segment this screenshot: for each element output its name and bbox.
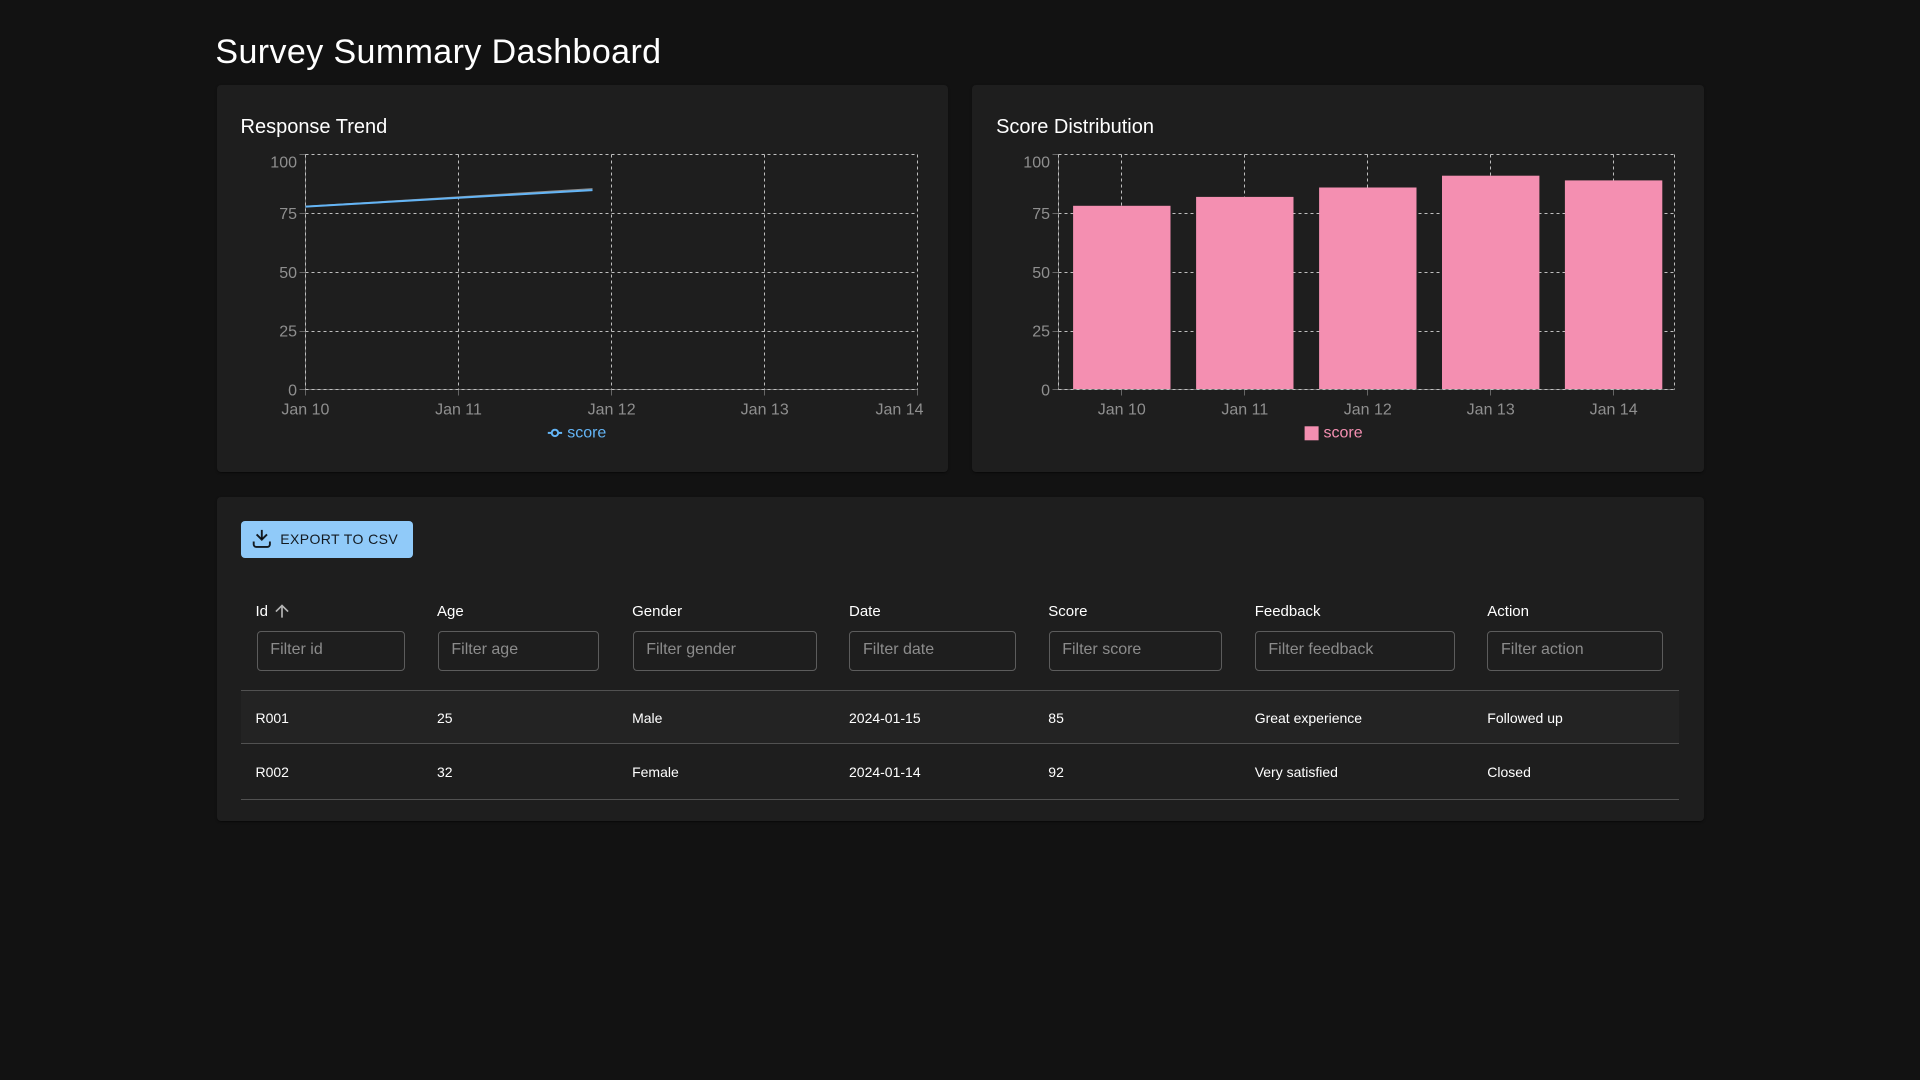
svg-text:0: 0 (288, 383, 297, 400)
svg-text:Jan 14: Jan 14 (875, 401, 923, 418)
svg-text:Jan 10: Jan 10 (281, 401, 329, 418)
svg-text:50: 50 (279, 265, 297, 282)
svg-text:100: 100 (1023, 154, 1050, 171)
svg-text:score: score (567, 424, 606, 441)
svg-text:Jan 12: Jan 12 (588, 401, 636, 418)
svg-text:Jan 13: Jan 13 (741, 401, 789, 418)
svg-text:Jan 10: Jan 10 (1098, 401, 1146, 418)
svg-text:Jan 13: Jan 13 (1467, 401, 1515, 418)
svg-text:Jan 11: Jan 11 (435, 401, 482, 418)
svg-text:75: 75 (279, 206, 297, 223)
svg-text:75: 75 (1032, 206, 1050, 223)
svg-text:Jan 12: Jan 12 (1344, 401, 1392, 418)
svg-text:score: score (1324, 424, 1363, 441)
svg-text:50: 50 (1032, 265, 1050, 282)
svg-text:Jan 11: Jan 11 (1221, 401, 1268, 418)
svg-text:25: 25 (1032, 324, 1050, 341)
svg-text:25: 25 (279, 324, 297, 341)
svg-text:0: 0 (1041, 383, 1050, 400)
svg-text:100: 100 (270, 154, 297, 171)
svg-text:Jan 14: Jan 14 (1590, 401, 1638, 418)
